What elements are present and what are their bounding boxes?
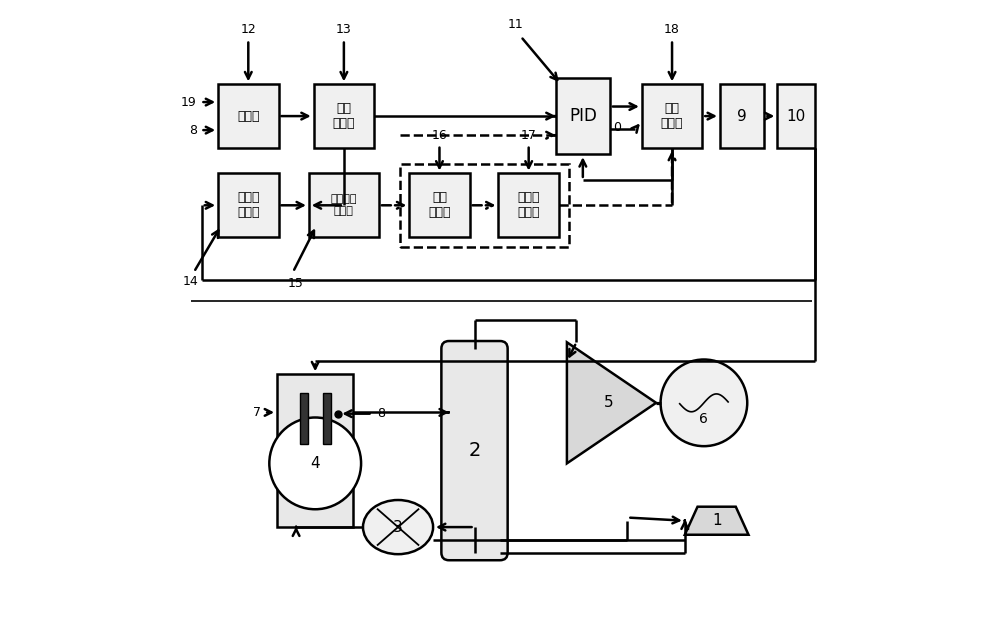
Text: 12: 12: [240, 24, 256, 36]
Polygon shape: [685, 507, 749, 535]
Polygon shape: [567, 342, 656, 463]
FancyBboxPatch shape: [642, 84, 702, 148]
FancyBboxPatch shape: [720, 84, 764, 148]
FancyBboxPatch shape: [300, 394, 308, 444]
FancyBboxPatch shape: [409, 173, 470, 237]
Text: 17: 17: [521, 129, 537, 141]
Text: 4: 4: [310, 456, 320, 471]
Text: 9: 9: [737, 109, 747, 124]
FancyBboxPatch shape: [309, 173, 379, 237]
FancyBboxPatch shape: [441, 341, 508, 560]
Text: 小于等于
运算器: 小于等于 运算器: [331, 195, 357, 216]
FancyBboxPatch shape: [277, 374, 353, 527]
Text: 19: 19: [181, 95, 197, 109]
Text: 上升沿
触发器: 上升沿 触发器: [517, 191, 540, 220]
Text: 8: 8: [377, 407, 385, 420]
FancyBboxPatch shape: [556, 78, 610, 154]
Text: 3: 3: [393, 520, 403, 534]
Text: 5: 5: [604, 396, 613, 410]
Text: 18: 18: [664, 24, 680, 36]
Text: PID: PID: [569, 107, 597, 125]
Text: 16: 16: [432, 129, 447, 141]
Text: 1: 1: [712, 513, 721, 528]
Text: 脉冲
发生器: 脉冲 发生器: [428, 191, 451, 220]
Text: 函数
发生器: 函数 发生器: [333, 102, 355, 130]
Circle shape: [269, 417, 361, 509]
Text: 8: 8: [189, 124, 197, 136]
Text: 7: 7: [253, 406, 261, 419]
Text: 切换
运算器: 切换 运算器: [661, 102, 683, 130]
FancyBboxPatch shape: [218, 173, 279, 237]
Ellipse shape: [363, 500, 433, 554]
Text: 6: 6: [699, 412, 708, 426]
Text: 2: 2: [468, 441, 481, 460]
FancyBboxPatch shape: [314, 84, 374, 148]
FancyBboxPatch shape: [218, 84, 279, 148]
FancyBboxPatch shape: [777, 84, 815, 148]
Text: 15: 15: [288, 277, 304, 291]
Text: 0: 0: [613, 121, 621, 134]
Text: 14: 14: [183, 275, 199, 289]
Text: 减法器: 减法器: [237, 109, 260, 123]
FancyBboxPatch shape: [323, 394, 331, 444]
Text: 绝对值
运算器: 绝对值 运算器: [237, 191, 260, 220]
Text: 13: 13: [336, 24, 352, 36]
Text: 10: 10: [787, 109, 806, 124]
Text: 11: 11: [508, 19, 523, 31]
Circle shape: [661, 360, 747, 446]
FancyBboxPatch shape: [498, 173, 559, 237]
